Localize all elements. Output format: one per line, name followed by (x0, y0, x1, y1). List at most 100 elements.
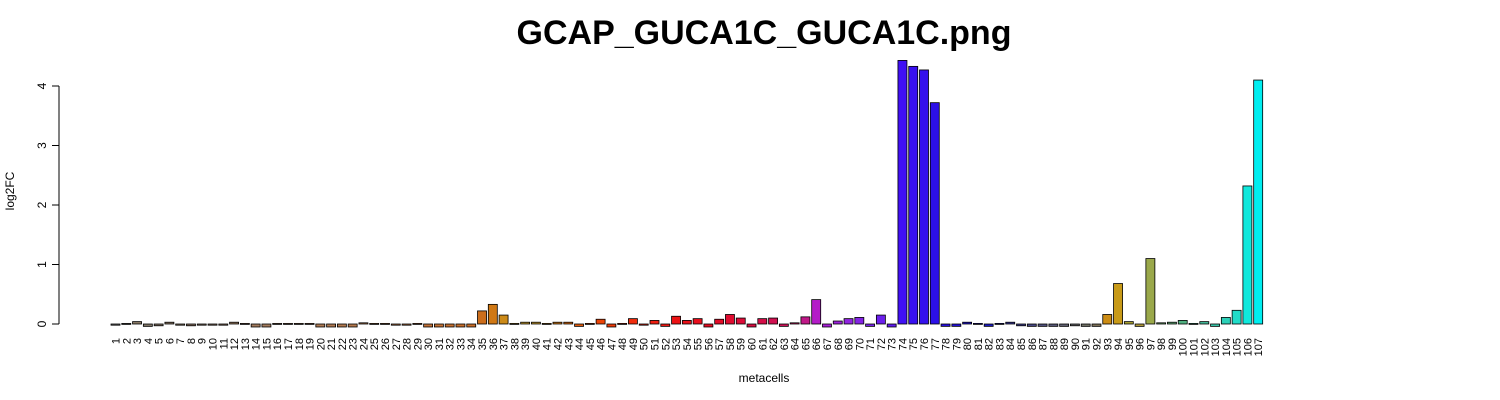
x-tick-label: 41 (542, 338, 554, 350)
bar-metacell-29 (412, 322, 423, 325)
x-tick-label: 81 (973, 338, 985, 350)
x-tick-label: 13 (240, 338, 252, 350)
bar-metacell-99 (1167, 321, 1177, 325)
bar-metacell-104 (1220, 317, 1231, 325)
x-tick-label: 19 (305, 338, 317, 350)
bar-metacell-18 (293, 322, 304, 325)
bar-metacell-16 (272, 322, 283, 325)
bar-metacell-57 (714, 318, 725, 325)
x-tick-label: 3 (132, 338, 144, 344)
bar-metacell-74 (897, 60, 908, 325)
bar-metacell-24 (358, 322, 369, 325)
x-tick-label: 76 (919, 338, 931, 350)
x-tick-label: 58 (725, 338, 737, 350)
x-tick-label: 33 (455, 338, 467, 350)
x-tick-label: 22 (337, 338, 349, 350)
bar-metacell-28 (401, 323, 412, 326)
x-tick-label: 30 (423, 338, 435, 350)
x-tick-label: 80 (962, 338, 974, 350)
bar-metacell-33 (455, 323, 466, 328)
x-tick-label: 62 (768, 338, 780, 350)
bar-metacell-82 (983, 323, 994, 327)
x-tick-label: 65 (800, 338, 812, 350)
x-tick-label: 101 (1189, 338, 1201, 356)
x-tick-label: 11 (218, 338, 230, 349)
x-tick-label: 2 (121, 338, 133, 344)
bar-metacell-2 (121, 322, 132, 325)
x-tick-label: 75 (908, 338, 920, 350)
bar-metacell-103 (1210, 323, 1220, 327)
bar-metacell-96 (1134, 323, 1145, 327)
x-tick-label: 6 (164, 338, 176, 344)
x-tick-label: 96 (1135, 338, 1147, 350)
x-tick-label: 66 (811, 338, 823, 350)
x-tick-label: 15 (261, 338, 273, 350)
chart-title: GCAP_GUCA1C_GUCA1C.png (517, 14, 1012, 52)
x-tick-label: 42 (552, 338, 564, 350)
x-tick-label: 78 (941, 338, 953, 350)
bar-metacell-53 (671, 315, 681, 325)
x-tick-label: 86 (1027, 338, 1039, 350)
bar-metacell-80 (962, 321, 973, 325)
x-tick-label: 89 (1059, 338, 1071, 350)
bar-metacell-4 (142, 323, 153, 327)
bar-metacell-64 (789, 322, 800, 325)
bar-metacell-20 (315, 323, 326, 328)
bar-metacell-49 (628, 318, 638, 325)
bar-metacell-36 (487, 303, 498, 325)
bar-metacell-48 (617, 322, 628, 325)
x-tick-label: 4 (143, 338, 155, 344)
x-tick-label: 95 (1124, 338, 1136, 350)
x-tick-label: 9 (197, 338, 209, 344)
x-tick-label: 29 (412, 338, 424, 350)
x-tick-label: 90 (1070, 338, 1082, 350)
bar-metacell-22 (336, 323, 347, 328)
bar-metacell-97 (1145, 258, 1156, 325)
x-tick-label: 88 (1048, 338, 1060, 350)
bar-metacell-107 (1253, 79, 1264, 325)
x-tick-label: 69 (844, 338, 856, 350)
bar-metacell-90 (1070, 323, 1080, 327)
bar-metacell-27 (390, 323, 401, 326)
x-tick-label: 34 (466, 338, 478, 350)
bar-metacell-7 (175, 323, 186, 326)
x-tick-label: 48 (617, 338, 629, 350)
x-tick-label: 18 (294, 338, 306, 350)
bar-metacell-38 (509, 322, 520, 325)
bar-metacell-42 (552, 321, 563, 325)
x-tick-label: 57 (714, 338, 726, 350)
x-tick-label: 40 (531, 338, 543, 350)
bar-metacell-79 (951, 323, 962, 327)
x-tick-label: 67 (822, 338, 834, 350)
x-tick-label: 71 (865, 338, 877, 350)
bar-metacell-54 (681, 320, 692, 325)
y-tick-label: 1 (35, 261, 49, 268)
bar-metacell-13 (239, 322, 250, 325)
bar-metacell-70 (854, 317, 865, 325)
x-tick-label: 28 (402, 338, 414, 350)
bar-metacell-71 (865, 323, 875, 327)
x-tick-label: 20 (315, 338, 327, 350)
bar-metacell-12 (229, 321, 239, 325)
bar-metacell-9 (196, 323, 207, 326)
x-tick-label: 68 (833, 338, 845, 350)
x-tick-label: 87 (1038, 338, 1050, 350)
bar-metacell-67 (822, 323, 832, 328)
y-axis: 0 1 2 3 4 (35, 82, 60, 327)
x-tick-label: 24 (358, 338, 370, 350)
x-tick-label: 26 (380, 338, 392, 350)
bar-metacell-69 (843, 318, 854, 325)
bar-metacell-95 (1123, 321, 1134, 325)
bar-metacell-11 (218, 323, 229, 326)
x-tick-label: 106 (1242, 338, 1254, 356)
bar-metacell-100 (1177, 320, 1188, 325)
bar-metacell-66 (811, 299, 822, 325)
x-tick-label: 82 (984, 338, 996, 350)
bar-metacell-84 (1005, 321, 1016, 325)
x-tick-label: 25 (369, 338, 381, 350)
x-tick-label: 72 (876, 338, 888, 350)
x-tick-label: 45 (585, 338, 597, 350)
x-tick-label: 46 (596, 338, 608, 350)
bar-metacell-93 (1102, 314, 1113, 325)
